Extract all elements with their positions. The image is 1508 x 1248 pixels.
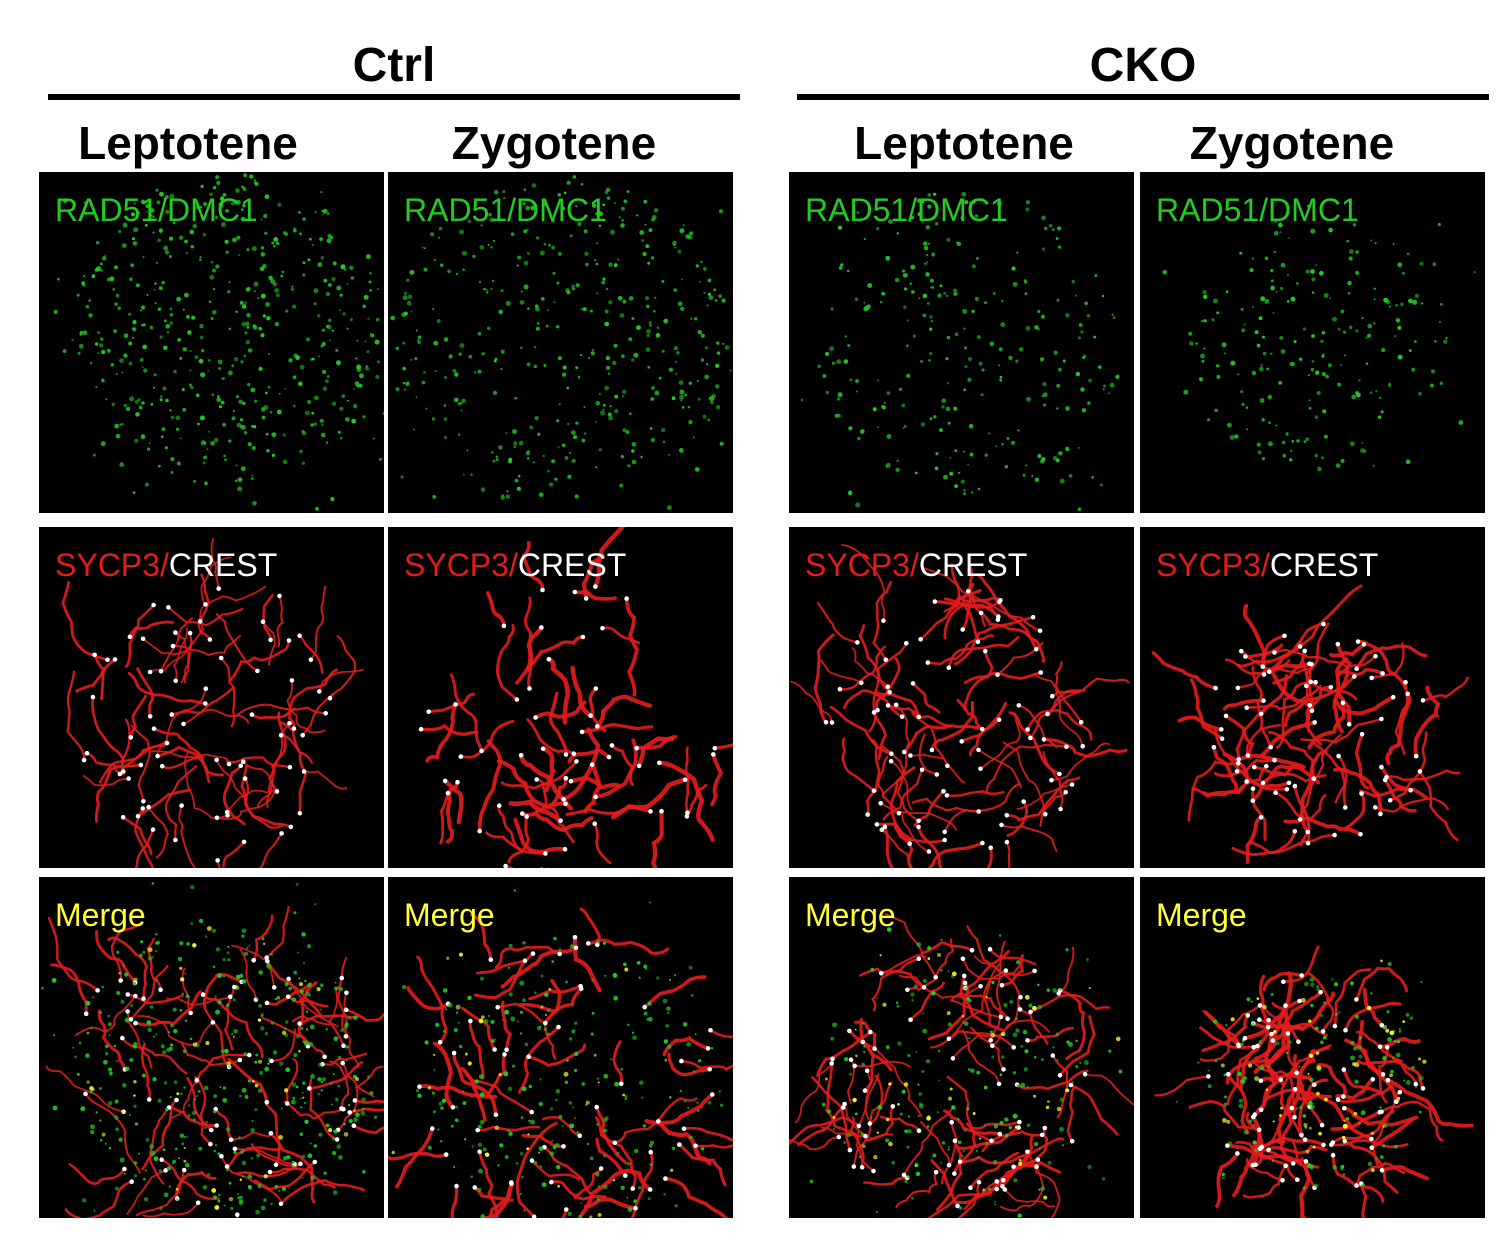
micrograph-cko-zygotene-rad51: RAD51/DMC1 [1140, 172, 1485, 513]
micrograph-ctrl-zygotene-sycp3-crest: SYCP3/CREST [388, 527, 733, 868]
axis-layer [790, 544, 1130, 868]
rad51-foci-image [53, 173, 384, 511]
crest-label: CREST [168, 547, 278, 583]
centromere-layer [81, 586, 333, 863]
sycp3-crest-image [790, 544, 1130, 868]
micrograph-ctrl-leptotene-sycp3-crest: SYCP3/CREST [39, 527, 384, 868]
sycp3-crest-image [418, 527, 733, 868]
rad51-label: RAD51/DMC1 [1156, 192, 1359, 228]
rad51-foci-image [1162, 204, 1476, 472]
channel-label-rad51: RAD51/DMC1 [1156, 192, 1359, 229]
merge-label: Merge [1156, 897, 1247, 933]
micrograph-cko-leptotene-sycp3-crest: SYCP3/CREST [789, 527, 1134, 868]
group-divider-cko [797, 94, 1489, 100]
channel-label-merge: Merge [805, 897, 896, 934]
channel-label-merge: Merge [404, 897, 495, 934]
axis-layer [789, 912, 1134, 1218]
channel-label-rad51: RAD51/DMC1 [404, 192, 607, 229]
rad51-label: RAD51/DMC1 [805, 192, 1008, 228]
axis-layer [1151, 584, 1469, 864]
centromere-layer [418, 584, 718, 868]
channel-label-sycp3-crest: SYCP3/CREST [805, 547, 1027, 584]
group-divider-ctrl [48, 94, 740, 100]
channel-label-rad51: RAD51/DMC1 [805, 192, 1008, 229]
merge-image [789, 912, 1134, 1218]
merge-label: Merge [404, 897, 495, 933]
axis-layer [45, 905, 384, 1218]
merge-image [1154, 945, 1474, 1218]
centromere-layer [1211, 621, 1426, 846]
foci-layer [1162, 204, 1476, 472]
micrograph-ctrl-zygotene-merge: Merge [388, 877, 733, 1218]
foci-layer [809, 927, 1123, 1218]
crest-label: CREST [1269, 547, 1379, 583]
foci-layer [1220, 959, 1427, 1173]
sycp3-label: SYCP3/ [55, 547, 169, 583]
crest-label: CREST [918, 547, 1028, 583]
foci-layer [402, 889, 724, 1218]
micrograph-cko-leptotene-rad51: RAD51/DMC1 [789, 172, 1134, 513]
axis-layer [419, 527, 733, 868]
foci-layer [53, 173, 384, 511]
foci-layer [390, 175, 732, 510]
stage-label-ctrl-leptotene: Leptotene [78, 117, 298, 169]
axis-layer [61, 538, 364, 868]
channel-label-sycp3-crest: SYCP3/CREST [404, 547, 626, 584]
merge-label: Merge [805, 897, 896, 933]
merge-label: Merge [55, 897, 146, 933]
rad51-label: RAD51/DMC1 [404, 192, 607, 228]
channel-label-sycp3-crest: SYCP3/CREST [1156, 547, 1378, 584]
foci-layer [800, 191, 1120, 511]
crest-label: CREST [517, 547, 627, 583]
centromere-layer [823, 589, 1085, 854]
stage-label-cko-zygotene: Zygotene [1189, 117, 1395, 169]
stage-label-cko-leptotene: Leptotene [854, 117, 1074, 169]
sycp3-label: SYCP3/ [805, 547, 919, 583]
sycp3-label: SYCP3/ [1156, 547, 1270, 583]
micrograph-cko-zygotene-sycp3-crest: SYCP3/CREST [1140, 527, 1485, 868]
sycp3-crest-image [1151, 584, 1469, 864]
micrograph-ctrl-leptotene-merge: Merge [39, 877, 384, 1218]
micrograph-cko-leptotene-merge: Merge [789, 877, 1134, 1218]
channel-label-sycp3-crest: SYCP3/CREST [55, 547, 277, 584]
foci-layer [41, 882, 378, 1215]
axis-layer [1154, 945, 1474, 1218]
sycp3-label: SYCP3/ [404, 547, 518, 583]
micrograph-cko-zygotene-merge: Merge [1140, 877, 1485, 1218]
stage-label-ctrl-zygotene: Zygotene [451, 117, 657, 169]
foci-layer [89, 926, 359, 1210]
centromere-layer [1206, 973, 1426, 1191]
group-title-cko: CKO [1089, 39, 1197, 92]
channel-label-merge: Merge [1156, 897, 1247, 934]
rad51-foci-image [800, 191, 1120, 511]
foci-layer [391, 952, 674, 1218]
micrograph-ctrl-zygotene-rad51: RAD51/DMC1 [388, 172, 733, 513]
merge-image [41, 882, 384, 1218]
rad51-foci-image [390, 175, 732, 510]
foci-layer [824, 952, 1121, 1200]
sycp3-crest-image [61, 538, 364, 868]
micrograph-ctrl-leptotene-rad51: RAD51/DMC1 [39, 172, 384, 513]
channel-label-rad51: RAD51/DMC1 [55, 192, 258, 229]
centromere-layer [829, 946, 1088, 1209]
centromere-layer [417, 935, 715, 1218]
foci-layer [1175, 961, 1424, 1190]
merge-image [388, 889, 733, 1218]
channel-label-merge: Merge [55, 897, 146, 934]
group-title-ctrl: Ctrl [352, 39, 436, 92]
rad51-label: RAD51/DMC1 [55, 192, 258, 228]
